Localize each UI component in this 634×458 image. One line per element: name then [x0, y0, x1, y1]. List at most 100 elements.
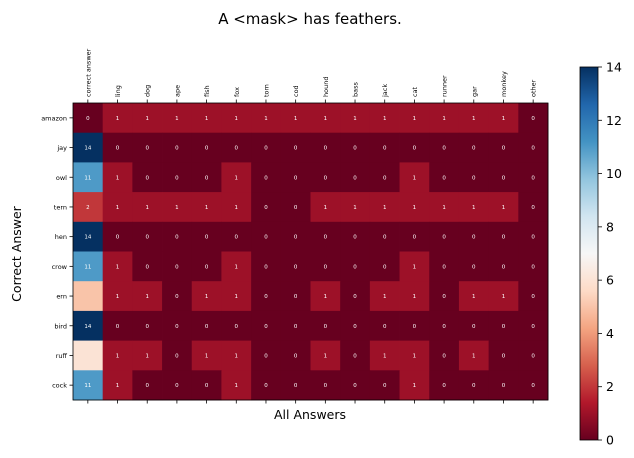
heatmap-cell — [340, 281, 371, 312]
heatmap-cell — [102, 192, 133, 223]
heatmap-cell — [429, 340, 460, 371]
heatmap-cell — [340, 251, 371, 282]
cell-value-label: 1 — [324, 353, 328, 359]
x-tick-label: other — [530, 79, 538, 97]
cell-value-label: 1 — [472, 205, 476, 211]
heatmap-cell — [399, 340, 430, 371]
heatmap-cell — [162, 340, 193, 371]
cell-value-label: 0 — [472, 235, 476, 241]
x-tick-label: cod — [292, 85, 300, 97]
heatmap-cell — [221, 251, 252, 282]
cell-value-label: 1 — [145, 205, 149, 211]
heatmap-cell — [488, 132, 519, 163]
heatmap-cell — [162, 132, 193, 163]
heatmap-cell — [73, 103, 104, 134]
cell-value-label: 0 — [531, 264, 535, 270]
cell-value-label: 0 — [531, 205, 535, 211]
heatmap-cell — [429, 370, 460, 401]
heatmap-cell — [458, 251, 490, 282]
heatmap-cell — [102, 310, 133, 341]
colorbar-tick-label: 0 — [606, 433, 614, 448]
heatmap-cell — [458, 162, 490, 193]
y-tick-label: hen — [55, 233, 67, 241]
cell-value-label: 1 — [383, 353, 387, 359]
cell-value-label: 0 — [442, 383, 446, 389]
cell-value-label: 0 — [294, 205, 298, 211]
cell-value-label: 0 — [175, 353, 179, 359]
cell-value-label: 14 — [84, 235, 91, 241]
heatmap-cell — [458, 281, 490, 312]
cell-value-label: 0 — [294, 353, 298, 359]
cell-value-label: 0 — [502, 264, 506, 270]
heatmap-cell — [251, 251, 282, 282]
heatmap-cell — [369, 162, 400, 193]
cell-value-label: 0 — [264, 383, 268, 389]
heatmap-cell — [102, 251, 133, 282]
cell-value-label: 0 — [205, 146, 209, 152]
heatmap-cell — [369, 192, 400, 223]
cell-value-label: 1 — [264, 116, 268, 122]
heatmap-cell — [488, 251, 519, 282]
heatmap-cell — [458, 340, 490, 371]
heatmap-cell — [191, 370, 222, 401]
cell-value-label: 1 — [235, 294, 239, 300]
heatmap-cell — [191, 221, 222, 252]
cell-value-label: 0 — [294, 294, 298, 300]
cell-value-label: 0 — [264, 264, 268, 270]
heatmap-cell — [488, 162, 519, 193]
heatmap-cell — [221, 132, 252, 163]
cell-value-label: 1 — [472, 294, 476, 300]
cell-value-label: 0 — [175, 235, 179, 241]
cell-value-label: 0 — [472, 264, 476, 270]
cell-value-label: 1 — [502, 116, 506, 122]
colorbar-tick-label: 6 — [606, 273, 614, 288]
heatmap-cell — [488, 281, 519, 312]
cell-value-label: 1 — [472, 353, 476, 359]
cell-value-label: 1 — [205, 116, 209, 122]
heatmap-cell — [191, 162, 222, 193]
heatmap-cell — [162, 103, 193, 134]
heatmap-cell — [399, 281, 430, 312]
heatmap-cell — [73, 132, 104, 163]
cell-value-label: 1 — [235, 205, 239, 211]
colorbar-gradient — [579, 66, 599, 441]
cell-value-label: 1 — [413, 353, 417, 359]
heatmap-cell — [280, 251, 311, 282]
heatmap-cell — [340, 340, 371, 371]
cell-value-label: 11 — [84, 264, 91, 270]
heatmap-cell — [340, 103, 371, 134]
colorbar-tick-label: 4 — [606, 326, 614, 341]
cell-value-label: 1 — [413, 383, 417, 389]
x-axis-label: All Answers — [274, 407, 346, 422]
y-tick-label: ruff — [56, 352, 68, 360]
heatmap-cell — [458, 192, 490, 223]
cell-value-label: 0 — [383, 175, 387, 181]
heatmap-cell — [310, 162, 341, 193]
cell-value-label: 1 — [442, 205, 446, 211]
cell-value-label: 0 — [175, 294, 179, 300]
cell-value-label: 1 — [413, 175, 417, 181]
cell-value-label: 0 — [324, 264, 328, 270]
cell-value-label: 1 — [502, 294, 506, 300]
heatmap-cell — [488, 103, 519, 134]
cell-value-label: 1 — [383, 294, 387, 300]
heatmap-cell — [221, 310, 252, 341]
cell-value-label: 0 — [472, 324, 476, 330]
cell-value-label: 0 — [353, 324, 357, 330]
x-tick-label: fox — [233, 87, 241, 97]
heatmap-cell — [518, 192, 549, 223]
cell-value-label: 0 — [264, 175, 268, 181]
heatmap-cell — [458, 132, 490, 163]
heatmap-cell — [221, 340, 252, 371]
cell-value-label: 1 — [175, 205, 179, 211]
cell-value-label: 0 — [531, 175, 535, 181]
heatmap-cell — [458, 370, 490, 401]
x-tick-label: tom — [262, 84, 270, 97]
cell-value-label: 0 — [502, 146, 506, 152]
cell-value-label: 0 — [531, 146, 535, 152]
heatmap-cell — [340, 132, 371, 163]
cell-value-label: 0 — [264, 324, 268, 330]
heatmap-cell — [310, 281, 341, 312]
cell-value-label: 1 — [116, 294, 120, 300]
